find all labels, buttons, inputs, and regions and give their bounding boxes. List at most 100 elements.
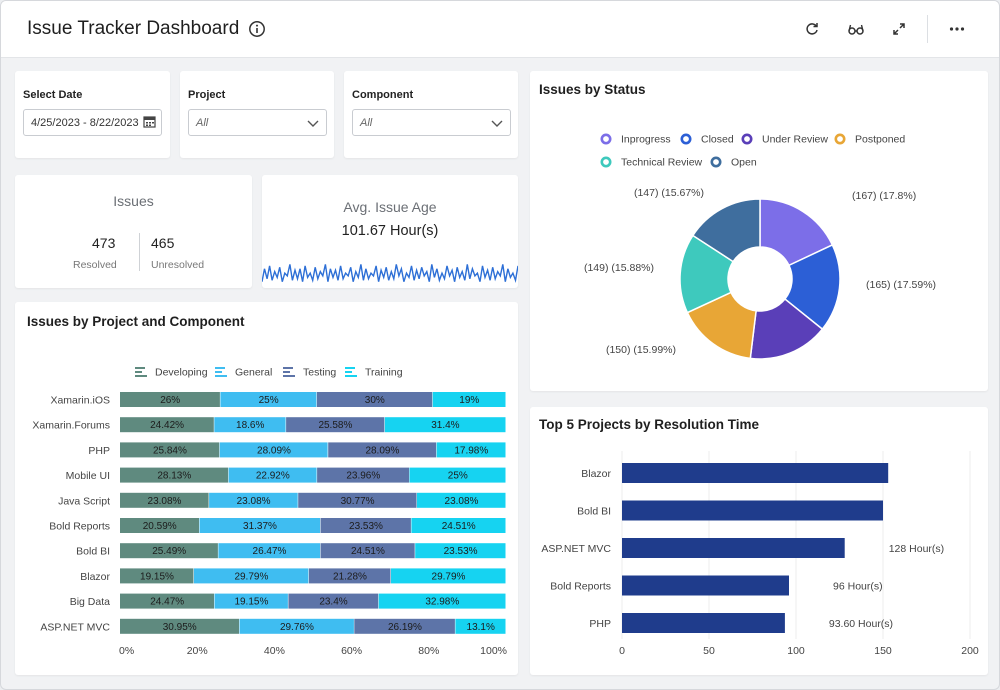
segment-label: 29.76% xyxy=(280,622,314,633)
bar-segment[interactable] xyxy=(193,568,309,584)
bar[interactable] xyxy=(622,500,883,521)
legend-inprogress[interactable]: Inprogress xyxy=(600,133,671,146)
category-label: ASP.NET MVC xyxy=(541,543,611,555)
x-tick-label: 50 xyxy=(703,645,715,657)
bar-segment[interactable] xyxy=(219,442,328,458)
segment-label: 23.53% xyxy=(444,546,478,557)
legend-technical-review[interactable]: Technical Review xyxy=(600,156,703,169)
bar-segment[interactable] xyxy=(120,492,209,508)
bar-segment[interactable] xyxy=(120,467,229,483)
bar-segment[interactable] xyxy=(391,568,506,584)
bar-segment[interactable] xyxy=(317,467,410,483)
donut-slice-inprogress[interactable] xyxy=(759,198,834,267)
segment-label: 25% xyxy=(259,395,279,406)
bar-segment[interactable] xyxy=(120,442,220,458)
legend-training[interactable]: Training xyxy=(345,367,403,379)
bar[interactable] xyxy=(622,575,789,596)
legend-testing[interactable]: Testing xyxy=(283,367,336,379)
segment-label: 32.98% xyxy=(425,597,459,608)
bar-data-label: 96 Hour(s) xyxy=(833,581,883,593)
segment-label: 19.15% xyxy=(140,571,174,582)
refresh-icon xyxy=(806,23,818,35)
more-button[interactable] xyxy=(946,18,968,40)
category-label: Big Data xyxy=(70,596,110,608)
bar-segment[interactable] xyxy=(218,543,321,559)
bar-segment[interactable] xyxy=(220,392,317,407)
svg-text:Technical Review: Technical Review xyxy=(621,157,703,169)
x-tick-label: 60% xyxy=(341,645,362,657)
bar-segment[interactable] xyxy=(120,568,194,584)
bar-segment[interactable] xyxy=(228,467,317,483)
bar-segment[interactable] xyxy=(214,593,288,609)
bar-segment[interactable] xyxy=(199,518,321,533)
bar-segment[interactable] xyxy=(120,593,214,609)
bar-segment[interactable] xyxy=(384,417,506,433)
svg-text:Open: Open xyxy=(731,157,757,169)
bar-segment[interactable] xyxy=(120,543,218,559)
segment-label: 28.09% xyxy=(365,445,399,456)
segment-label: 25.84% xyxy=(153,445,187,456)
bar-segment[interactable] xyxy=(409,467,506,483)
bar-segment[interactable] xyxy=(239,618,354,634)
bar-segment[interactable] xyxy=(320,518,411,533)
bar-segment[interactable] xyxy=(416,492,506,508)
kpi-divider xyxy=(139,233,140,271)
bar-segment[interactable] xyxy=(378,593,506,609)
bar-segment[interactable] xyxy=(415,543,506,559)
svg-text:Inprogress: Inprogress xyxy=(621,134,671,146)
bar-segment[interactable] xyxy=(209,492,298,508)
legend-open[interactable]: Open xyxy=(710,156,757,169)
svg-text:Under Review: Under Review xyxy=(762,134,828,146)
legend-under-review[interactable]: Under Review xyxy=(741,133,829,146)
date-range-input[interactable]: 4/25/2023 - 8/22/2023 xyxy=(23,109,162,136)
segment-label: 24.47% xyxy=(150,597,184,608)
legend-developing[interactable]: Developing xyxy=(135,367,208,379)
bar-segment[interactable] xyxy=(120,392,220,407)
segment-label: 30.95% xyxy=(163,622,197,633)
project-select[interactable]: All xyxy=(188,109,327,136)
bar[interactable] xyxy=(622,463,889,483)
svg-text:Postponed: Postponed xyxy=(855,134,905,146)
status-card: Issues by Status Inprogress Closed Under R… xyxy=(530,71,988,391)
segment-label: 30% xyxy=(365,395,385,406)
chevron-down-icon xyxy=(307,120,319,127)
bar[interactable] xyxy=(622,613,785,633)
bar-segment[interactable] xyxy=(298,492,417,508)
bar[interactable] xyxy=(622,538,845,558)
project-component-title: Issues by Project and Component xyxy=(27,314,245,329)
bar-segment[interactable] xyxy=(320,543,415,559)
component-select[interactable]: All xyxy=(352,109,511,136)
refresh-button[interactable] xyxy=(801,18,823,40)
bar-segment[interactable] xyxy=(120,417,214,433)
category-label: Blazor xyxy=(80,571,110,583)
segment-label: 19% xyxy=(459,395,479,406)
donut-slice-open[interactable] xyxy=(691,198,761,263)
bar-segment[interactable] xyxy=(432,392,506,407)
bar-segment[interactable] xyxy=(436,442,506,458)
segment-label: 31.37% xyxy=(243,521,277,532)
bar-segment[interactable] xyxy=(120,618,239,634)
legend-postponed[interactable]: Postponed xyxy=(834,133,906,146)
bar-segment[interactable] xyxy=(120,518,199,533)
segment-label: 24.51% xyxy=(351,546,385,557)
top5-bar-chart: 0 50 100 150 200 Blazor Bold BI ASP.NET MVC 128 … xyxy=(541,451,979,657)
legend-closed[interactable]: Closed xyxy=(680,133,734,146)
segment-label: 23.53% xyxy=(349,521,383,532)
bar-segment[interactable] xyxy=(286,417,385,433)
bar-segment[interactable] xyxy=(354,618,455,634)
bar-segment[interactable] xyxy=(308,568,391,584)
bar-segment[interactable] xyxy=(411,518,506,533)
bar-segment[interactable] xyxy=(214,417,286,433)
expand-button[interactable] xyxy=(888,18,910,40)
bar-segment[interactable] xyxy=(288,593,379,609)
bar-segment[interactable] xyxy=(455,618,506,634)
info-icon[interactable] xyxy=(248,20,266,38)
svg-text:General: General xyxy=(235,367,272,379)
legend-general[interactable]: General xyxy=(215,367,272,379)
status-title: Issues by Status xyxy=(539,82,646,97)
bar-segment[interactable] xyxy=(316,392,433,407)
chevron-down-icon xyxy=(491,120,503,127)
view-button[interactable] xyxy=(845,18,867,40)
bar-segment[interactable] xyxy=(328,442,437,458)
